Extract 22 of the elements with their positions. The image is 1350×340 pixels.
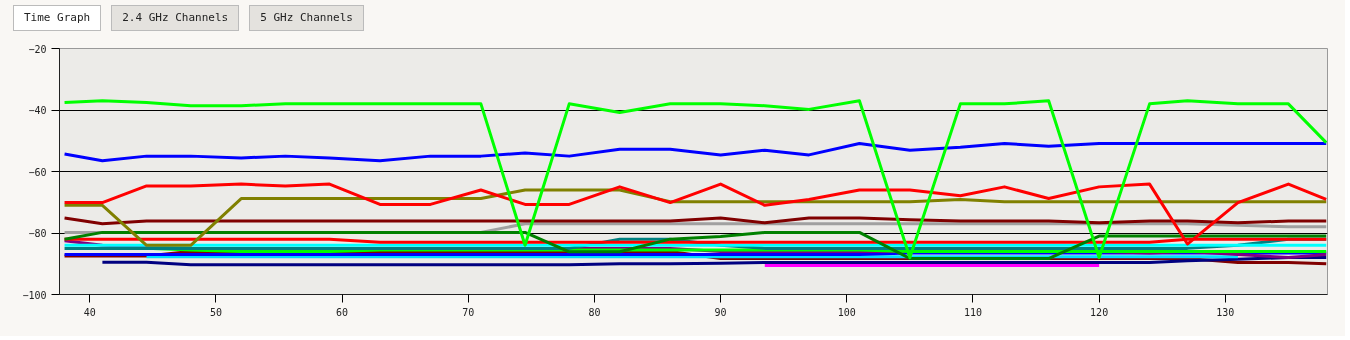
x-tick-label: 40	[83, 306, 96, 318]
text: 2.4 GHz Channels	[122, 10, 229, 26]
x-tick-label: 60	[336, 306, 349, 318]
x-tick-label: 80	[588, 306, 601, 318]
x-tick-label: 110	[963, 306, 982, 318]
y-tick-label: −40	[28, 104, 47, 116]
y-tick-label: −60	[28, 166, 47, 178]
text: Time Graph	[24, 10, 91, 26]
x-tick-label: 130	[1216, 306, 1235, 318]
y-tick-label: −100	[22, 289, 47, 301]
y-tick-label: −20	[28, 43, 47, 55]
x-tick-label: 50	[209, 306, 222, 318]
y-tick-label: −80	[28, 227, 47, 239]
x-tick-label: 120	[1090, 306, 1109, 318]
x-tick-label: 70	[462, 306, 475, 318]
text: 5 GHz Channels	[260, 10, 353, 26]
x-tick-label: 90	[714, 306, 727, 318]
x-tick-label: 100	[837, 306, 856, 318]
line-series	[63, 230, 1328, 260]
line-series	[100, 255, 1328, 266]
line-series	[63, 141, 1328, 162]
line-series	[63, 98, 1328, 259]
